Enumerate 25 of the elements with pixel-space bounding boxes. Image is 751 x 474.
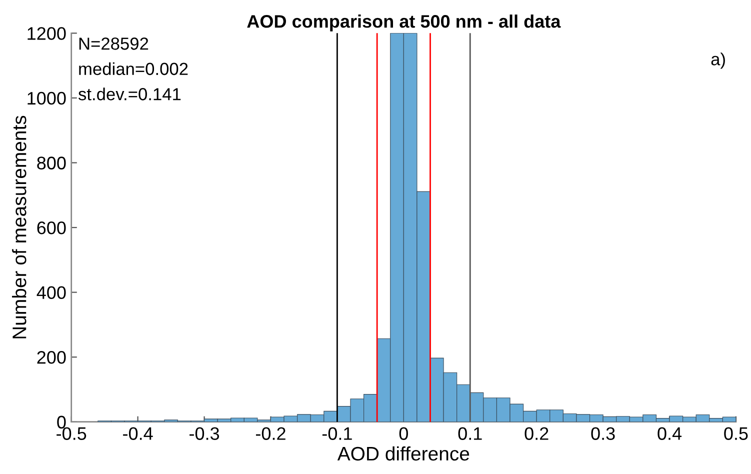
x-tick-label: -0.5 bbox=[56, 427, 86, 440]
y-tick-label: 400 bbox=[36, 286, 66, 300]
x-tick-label: -0.3 bbox=[190, 427, 220, 440]
annotation: median=0.002 bbox=[79, 62, 188, 76]
x-tick-label: -0.4 bbox=[123, 427, 153, 440]
x-tick-label: -0.1 bbox=[322, 427, 352, 440]
x-tick-label: 0.5 bbox=[724, 427, 748, 440]
x-tick-label: 0.4 bbox=[658, 427, 682, 440]
annotation: N=28592 bbox=[79, 38, 148, 50]
y-tick-label: 1200 bbox=[28, 27, 66, 40]
y-tick-label: 0 bbox=[57, 416, 66, 429]
x-axis-title: AOD difference bbox=[337, 446, 470, 461]
y-tick-label: 600 bbox=[37, 221, 66, 234]
x-tick-label: 0.3 bbox=[591, 427, 615, 440]
y-tick-label: 200 bbox=[37, 351, 66, 364]
y-tick-label: 800 bbox=[37, 156, 66, 170]
x-tick-label: 0.2 bbox=[524, 427, 548, 440]
annotation: st.dev.=0.141 bbox=[78, 88, 181, 100]
x-tick-label: 0 bbox=[399, 427, 408, 440]
y-tick-label: 1000 bbox=[28, 92, 66, 105]
annotation: a) bbox=[711, 52, 725, 69]
x-tick-label: 0.1 bbox=[458, 427, 482, 440]
x-tick-label: -0.2 bbox=[256, 427, 286, 440]
chart-title: AOD comparison at 500 nm - all data bbox=[247, 14, 561, 32]
y-axis-title: Number of measurements bbox=[12, 116, 26, 338]
